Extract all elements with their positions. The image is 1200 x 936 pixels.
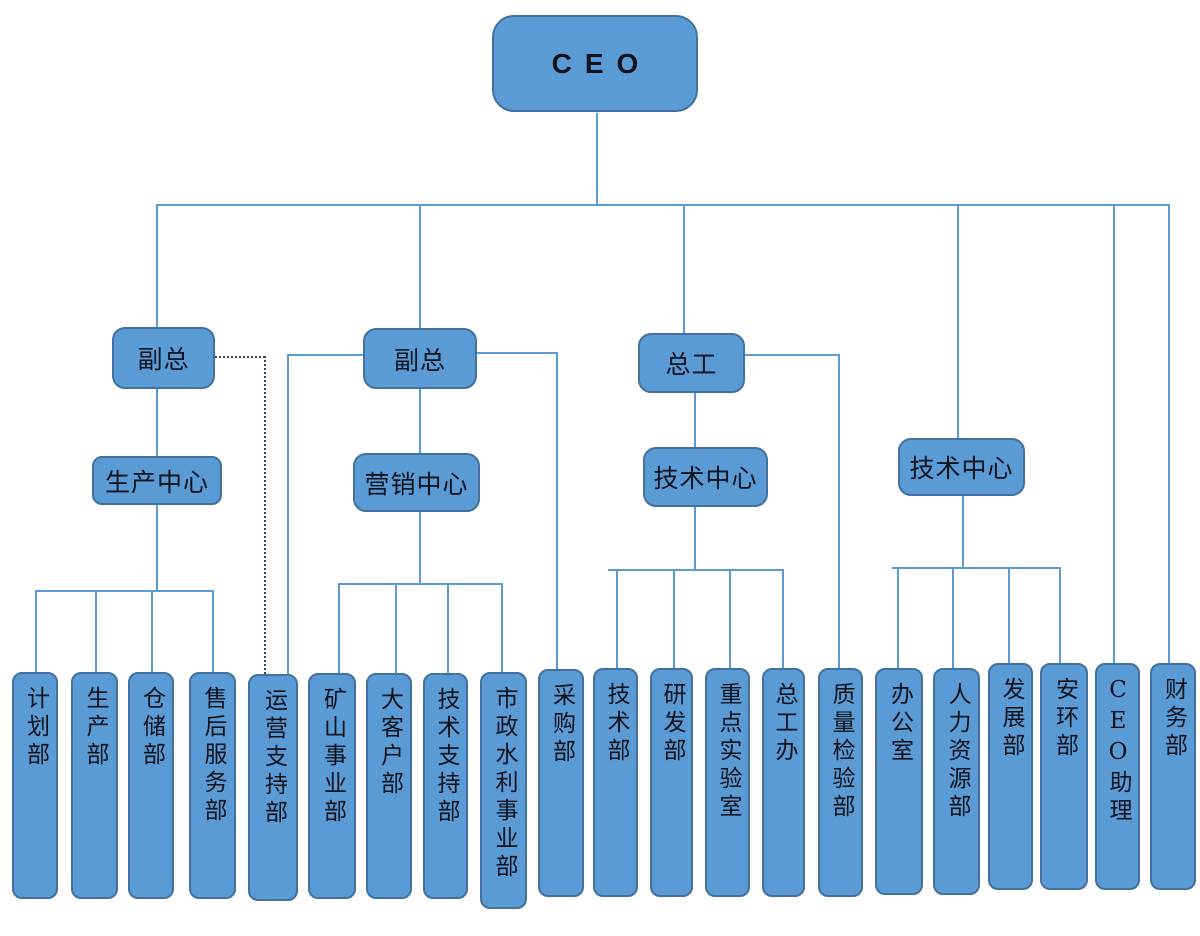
connector-line xyxy=(287,354,363,356)
vp-node-1: 副总 xyxy=(112,327,215,389)
connector-line xyxy=(608,569,784,571)
connector-line xyxy=(338,583,503,585)
rnd-dept-node: 研发部 xyxy=(650,668,693,897)
chief-engineer-office-node: 总工办 xyxy=(762,668,805,897)
connector-line xyxy=(501,583,503,673)
connector-line xyxy=(957,204,959,438)
connector-line xyxy=(419,389,421,453)
connector-line xyxy=(395,583,397,674)
connector-line xyxy=(596,113,598,204)
connector-line xyxy=(447,583,449,674)
connector-line xyxy=(1113,204,1115,664)
connector-line xyxy=(419,512,421,583)
mining-business-dept-node: 矿山事业部 xyxy=(308,673,356,899)
connector-line xyxy=(694,507,696,569)
quality-inspection-dept-node: 质量检验部 xyxy=(818,668,863,897)
connector-line xyxy=(95,590,97,673)
connector-line xyxy=(156,204,158,327)
technology-dept-node: 技术部 xyxy=(593,668,638,897)
development-dept-node: 发展部 xyxy=(988,663,1033,890)
connector-line xyxy=(962,496,964,567)
finance-dept-node: 财务部 xyxy=(1150,663,1196,890)
technology-center-node-1: 技术中心 xyxy=(643,447,768,507)
connector-line xyxy=(897,567,899,669)
connector-line xyxy=(156,389,158,456)
hr-dept-node: 人力资源部 xyxy=(933,668,980,895)
connector-line xyxy=(616,569,618,669)
connector-line xyxy=(477,352,558,354)
connector-line xyxy=(683,204,685,333)
connector-line xyxy=(287,354,289,674)
connector-line xyxy=(338,583,340,674)
dotted-connector-line xyxy=(264,356,266,674)
procurement-dept-node: 采购部 xyxy=(538,669,584,897)
connector-line xyxy=(156,204,1169,206)
connector-line xyxy=(1059,567,1061,664)
chief-engineer-node: 总工 xyxy=(638,333,745,393)
connector-line xyxy=(35,590,213,592)
warehouse-dept-node: 仓储部 xyxy=(128,672,174,899)
municipal-water-business-dept-node: 市政水利事业部 xyxy=(480,672,527,909)
connector-line xyxy=(212,590,214,673)
connector-line xyxy=(1168,204,1170,664)
connector-line xyxy=(1008,567,1010,664)
marketing-center-node: 营销中心 xyxy=(353,453,480,512)
connector-line xyxy=(673,569,675,669)
connector-line xyxy=(838,354,840,669)
key-account-dept-node: 大客户部 xyxy=(366,673,412,899)
vp-node-2: 副总 xyxy=(363,328,477,389)
connector-line xyxy=(952,567,954,669)
technology-center-node-2: 技术中心 xyxy=(898,438,1025,496)
planning-dept-node: 计划部 xyxy=(12,672,58,899)
connector-line xyxy=(694,393,696,447)
connector-line xyxy=(419,204,421,328)
production-center-node: 生产中心 xyxy=(92,456,222,505)
general-office-node: 办公室 xyxy=(875,668,923,895)
connector-line xyxy=(35,590,37,673)
safety-env-dept-node: 安环部 xyxy=(1040,663,1088,890)
connector-line xyxy=(782,569,784,669)
connector-line xyxy=(556,352,558,670)
connector-line xyxy=(745,354,840,356)
ceo-node: CEO xyxy=(492,15,698,112)
key-laboratory-node: 重点实验室 xyxy=(705,668,750,897)
after-sales-service-dept-node: 售后服务部 xyxy=(189,672,236,899)
connector-line xyxy=(892,567,1060,569)
operation-support-dept-node: 运营支持部 xyxy=(248,674,298,901)
production-dept-node: 生产部 xyxy=(71,672,118,899)
ceo-assistant-node: CEO助理 xyxy=(1095,663,1140,890)
dotted-connector-line xyxy=(215,356,265,358)
connector-line xyxy=(151,590,153,673)
tech-support-dept-node: 技术支持部 xyxy=(423,673,468,899)
connector-line xyxy=(729,569,731,669)
connector-line xyxy=(156,505,158,590)
